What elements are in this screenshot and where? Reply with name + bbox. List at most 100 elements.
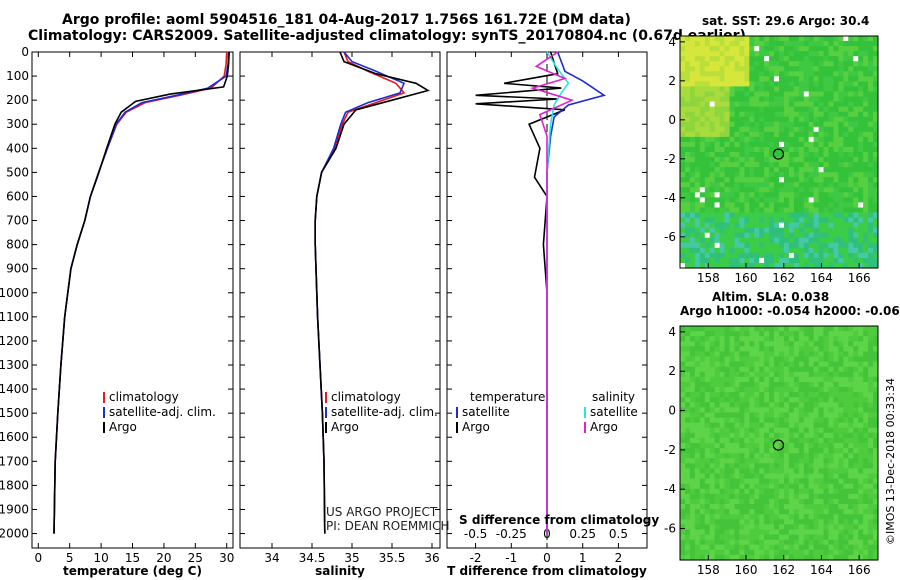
- heatmap-cell: [744, 539, 750, 546]
- heatmap-cell: [823, 549, 829, 556]
- heatmap-cell: [749, 427, 755, 434]
- heatmap-cell: [863, 376, 869, 383]
- heatmap-cell: [838, 212, 844, 219]
- heatmap-cell: [813, 56, 820, 62]
- heatmap-cell: [689, 443, 696, 449]
- heatmap-cell: [680, 458, 686, 464]
- heatmap-cell: [823, 493, 829, 500]
- heatmap-cell: [694, 382, 701, 388]
- heatmap-cell: [739, 468, 745, 475]
- heatmap-cell: [754, 427, 760, 434]
- heatmap-cell: [714, 227, 721, 234]
- heatmap-cell: [784, 407, 790, 414]
- heatmap-cell: [813, 232, 820, 239]
- heatmap-cell: [808, 111, 815, 118]
- heatmap-cell: [818, 247, 825, 254]
- heatmap-cell: [759, 252, 765, 259]
- heatmap-cell: [808, 71, 815, 77]
- heatmap-cell: [734, 427, 740, 434]
- heatmap-cell: [680, 106, 686, 113]
- heatmap-cell: [853, 493, 859, 500]
- heatmap-cell: [694, 356, 701, 363]
- heatmap-cell: [709, 427, 716, 434]
- heatmap-cell: [838, 252, 844, 259]
- heatmap-cell: [784, 504, 790, 510]
- heatmap-cell: [754, 544, 760, 551]
- heatmap-cell: [793, 392, 800, 398]
- heatmap-cell: [803, 157, 810, 163]
- heatmap-cell: [863, 504, 869, 510]
- heatmap-cell: [828, 106, 834, 113]
- heatmap-cell: [685, 478, 691, 485]
- heatmap-cell: [749, 422, 755, 429]
- heatmap-cell: [853, 152, 859, 158]
- heatmap-cell: [694, 101, 701, 108]
- heatmap-cell: [739, 61, 745, 67]
- heatmap-cell: [858, 336, 864, 342]
- heatmap-cell: [754, 182, 760, 188]
- heatmap-cell: [704, 412, 711, 419]
- heatmap-cell: [694, 493, 701, 500]
- heatmap-cell: [818, 76, 825, 82]
- heatmap-cell: [784, 207, 790, 214]
- heatmap-cell: [769, 257, 775, 264]
- heatmap-cell: [868, 453, 874, 459]
- heatmap-cell: [803, 473, 810, 480]
- heatmap-cell: [769, 392, 775, 398]
- heatmap-cell: [759, 437, 765, 444]
- heatmap-cell: [739, 493, 745, 500]
- heatmap-cell: [759, 407, 765, 414]
- heatmap-cell: [694, 172, 701, 178]
- heatmap-cell: [704, 76, 711, 82]
- heatmap-cell: [754, 167, 760, 173]
- heatmap-cell: [680, 172, 686, 178]
- heatmap-cell: [759, 473, 765, 480]
- heatmap-cell: [729, 539, 735, 546]
- heatmap-cell: [680, 131, 686, 138]
- heatmap-cell: [769, 402, 775, 408]
- heatmap-cell: [788, 66, 795, 72]
- heatmap-cell: [759, 51, 765, 57]
- heatmap-cell: [853, 427, 859, 434]
- heatmap-cell: [764, 212, 770, 219]
- heatmap-cell: [714, 106, 721, 113]
- heatmap-cell: [818, 488, 825, 495]
- heatmap-cell: [764, 453, 770, 459]
- heatmap-cell: [680, 242, 686, 249]
- x-tick-label: 35.5: [379, 551, 406, 565]
- heatmap-cell: [739, 361, 745, 368]
- heatmap-cell: [858, 106, 864, 113]
- heatmap-cell: [863, 263, 869, 269]
- heatmap-cell: [798, 534, 805, 541]
- heatmap-cell: [685, 366, 691, 373]
- heatmap-cell: [853, 407, 859, 414]
- heatmap-cell: [749, 407, 755, 414]
- heatmap-cell: [843, 437, 849, 444]
- heatmap-cell: [779, 488, 785, 495]
- heatmap-cell: [848, 76, 854, 82]
- heatmap-cell: [803, 167, 810, 173]
- heatmap-cell: [843, 187, 849, 193]
- heatmap-cell: [734, 356, 740, 363]
- heatmap-cell: [749, 242, 755, 249]
- heatmap-cell: [863, 346, 869, 352]
- heatmap-cell: [729, 172, 735, 178]
- heatmap-cell: [818, 326, 825, 332]
- heatmap-cell: [808, 499, 815, 505]
- heatmap-cell: [774, 116, 780, 123]
- heatmap-cell: [709, 468, 716, 475]
- heatmap-cell: [863, 483, 869, 490]
- heatmap-cell: [843, 126, 849, 133]
- heatmap-cell: [798, 544, 805, 551]
- heatmap-cell: [774, 493, 780, 500]
- heatmap-cell: [769, 111, 775, 118]
- heatmap-cell: [868, 197, 874, 203]
- heatmap-cell: [808, 341, 815, 347]
- heatmap-cell: [853, 549, 859, 556]
- heatmap-cell: [873, 351, 879, 358]
- heatmap-cell: [729, 529, 735, 536]
- legend-swatch-satellite: [456, 407, 458, 418]
- heatmap-cell: [739, 96, 745, 103]
- heatmap-cell: [694, 402, 701, 408]
- heatmap-cell: [704, 493, 711, 500]
